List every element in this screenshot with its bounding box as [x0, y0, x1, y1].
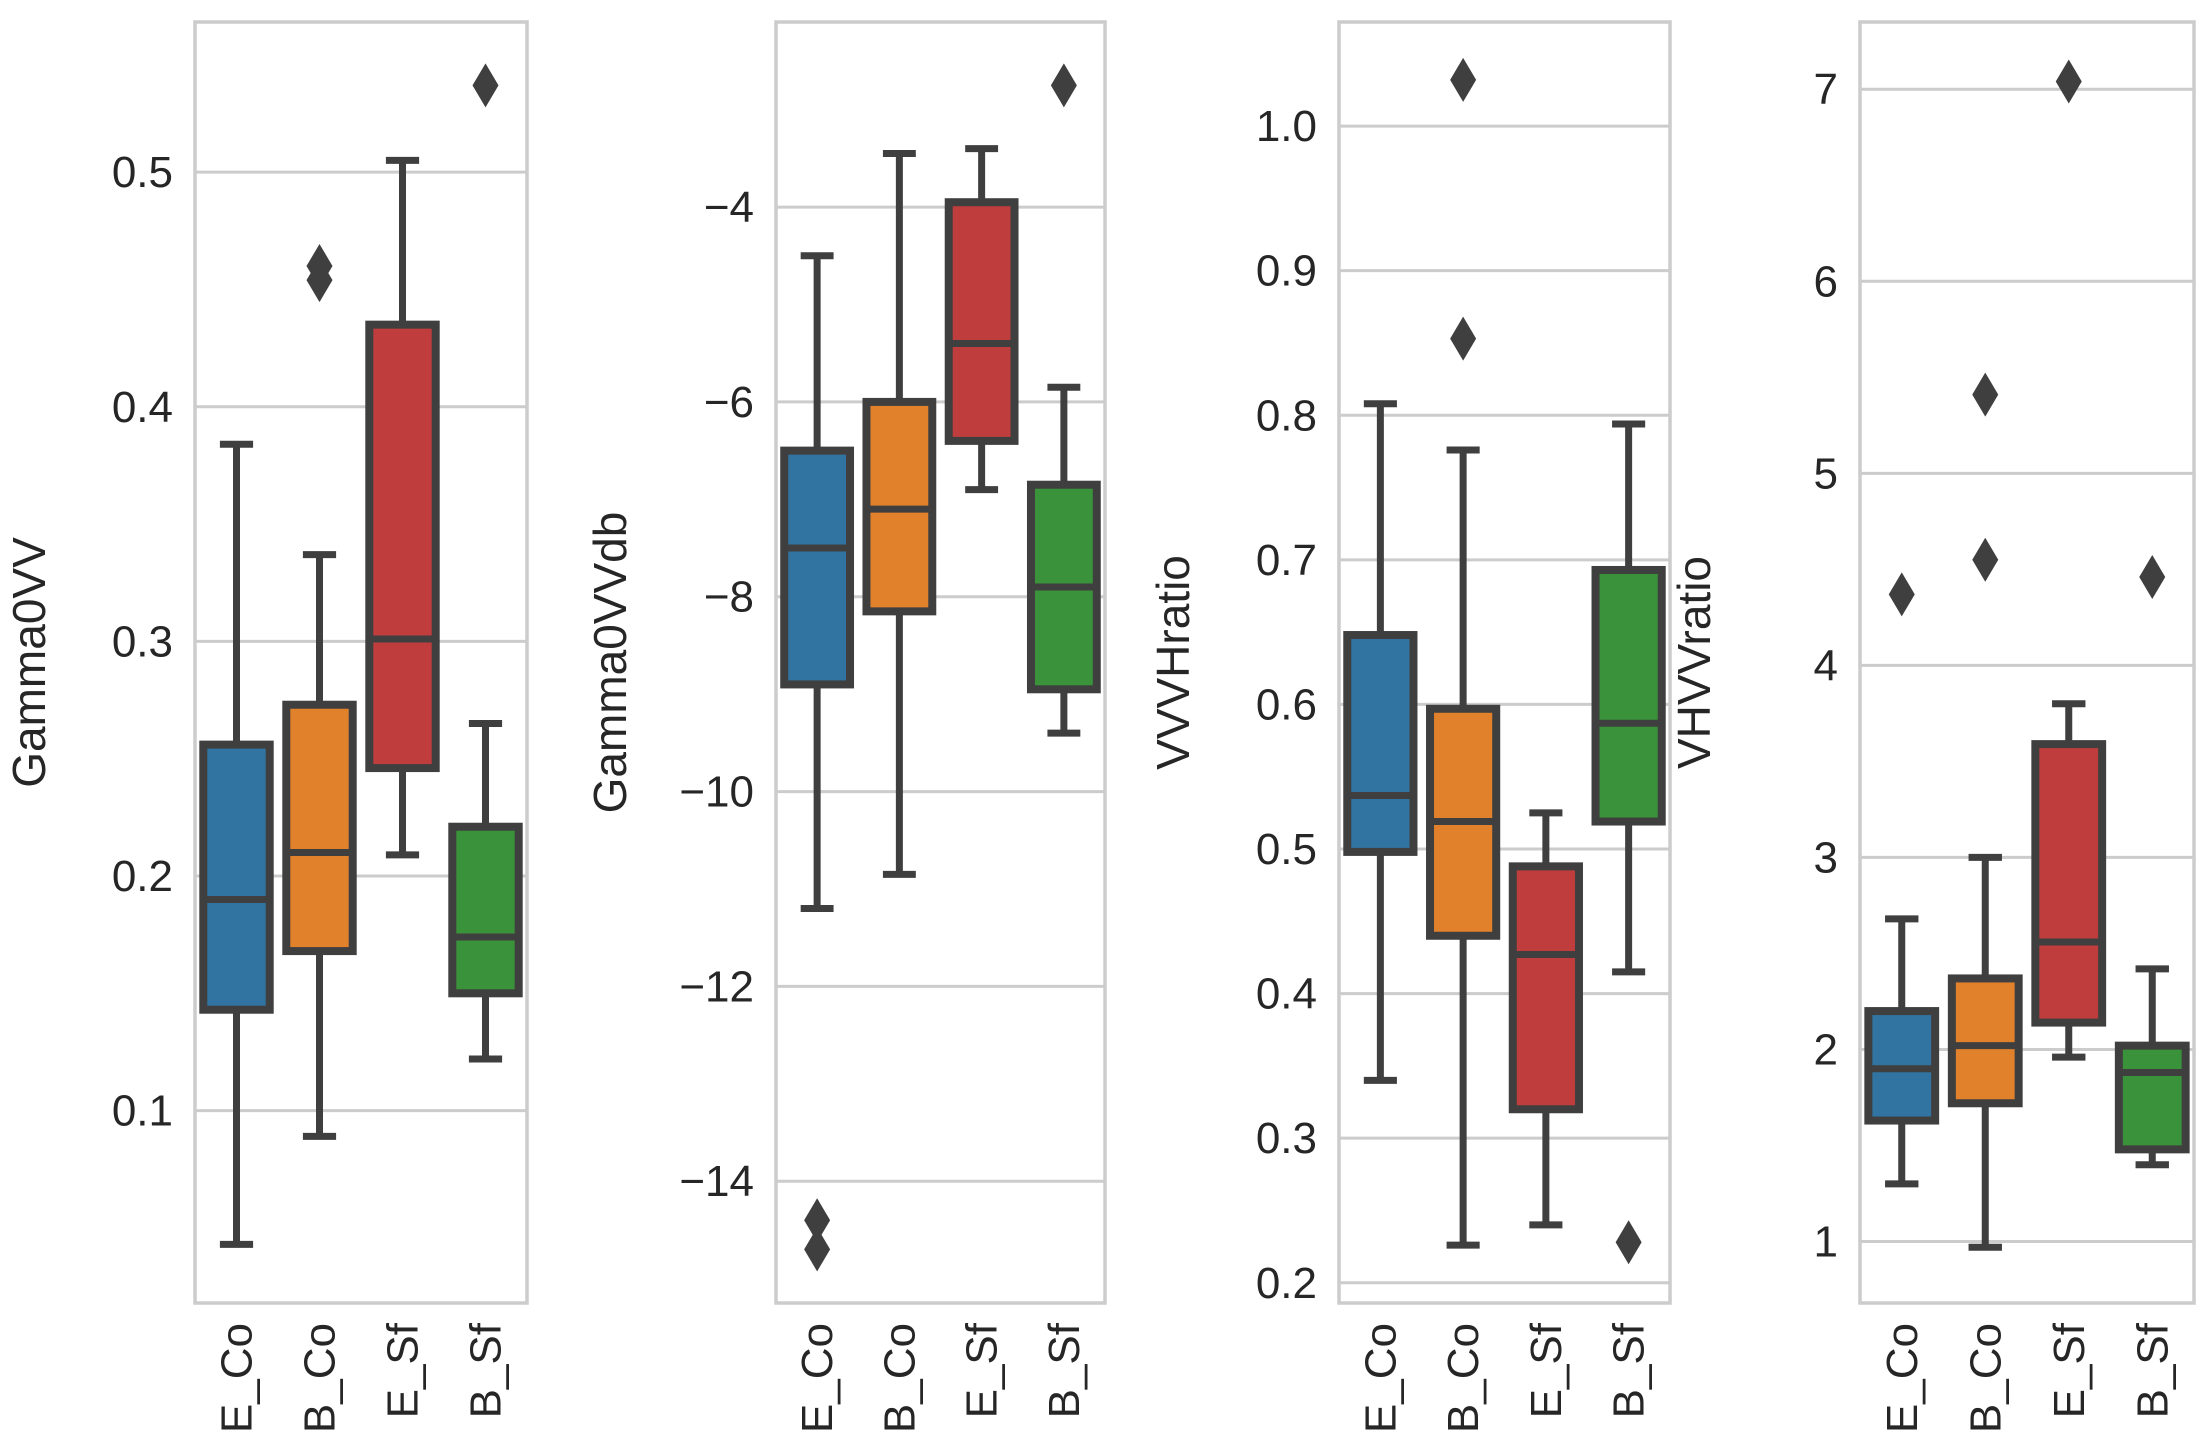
axes-frame — [774, 20, 1107, 1305]
box-b-co — [862, 150, 937, 878]
y-tick-label: 1 — [1814, 1218, 1838, 1267]
axes-frame — [1858, 20, 2196, 1305]
y-tick-label: 0.6 — [1256, 680, 1317, 729]
box-body — [944, 198, 1019, 445]
box-b-co — [1947, 372, 2023, 1251]
outlier-marker — [1450, 316, 1477, 361]
y-tick-label: 0.9 — [1256, 247, 1317, 296]
axes-frame — [1337, 20, 1672, 1305]
x-tick-label: E_Sf — [379, 1322, 428, 1418]
outlier-marker — [472, 63, 499, 108]
chart-panel-1: 0.1 0.2 0.3 0.4 0.5 Gamma0VV E_Co B_Co E_Sf B_Sf — [3, 20, 529, 1433]
outlier-marker — [1972, 372, 1999, 417]
y-tick-label: 0.2 — [112, 852, 173, 901]
outlier-marker — [804, 1227, 831, 1272]
y-tick-label: −8 — [704, 573, 754, 622]
box-e-sf — [944, 145, 1019, 494]
y-tick-label: −12 — [679, 962, 754, 1011]
y-axis-label: VHVVratio — [1668, 556, 1720, 769]
box-e-co — [780, 252, 855, 1272]
y-tick-label: 4 — [1814, 641, 1838, 690]
y-tick-label: 1.0 — [1256, 102, 1317, 151]
y-tick-label: −4 — [704, 183, 754, 232]
outlier-marker — [306, 244, 333, 288]
outlier-marker — [1615, 1220, 1642, 1265]
box-body — [365, 320, 440, 773]
x-tick-label: E_Sf — [2045, 1322, 2094, 1418]
y-tick-label: −10 — [679, 768, 754, 817]
x-tick-label: B_Co — [1961, 1323, 2010, 1433]
chart-panel-2: −14 −12 −10 −8 −6 −4 Gamma0VVdb E_Co B_Co E_Sf B_S… — [584, 20, 1107, 1433]
box-b-sf — [448, 63, 523, 1063]
y-tick-label: 2 — [1814, 1025, 1838, 1074]
box-b-sf — [1026, 63, 1101, 737]
y-tick-label: 0.3 — [112, 617, 173, 666]
box-body — [282, 700, 357, 956]
box-e-sf — [2031, 59, 2107, 1061]
outlier-marker — [1972, 537, 1999, 582]
x-tick-label: B_Sf — [462, 1322, 511, 1418]
box-body — [448, 822, 523, 998]
y-tick-label: 0.4 — [112, 383, 173, 432]
y-tick-label: 5 — [1814, 449, 1838, 498]
x-tick-label: B_Sf — [1040, 1322, 1089, 1418]
box-body — [2031, 740, 2107, 1027]
x-tick-label: E_Sf — [958, 1322, 1007, 1418]
box-body — [1947, 974, 2023, 1108]
y-tick-label: 7 — [1814, 65, 1838, 114]
box-body — [2114, 1041, 2190, 1154]
y-tick-label: 0.4 — [1256, 970, 1317, 1019]
x-tick-label: E_Co — [1356, 1323, 1405, 1433]
outlier-marker — [1050, 63, 1077, 108]
box-body — [199, 740, 274, 1014]
box-e-sf — [1508, 809, 1583, 1229]
y-axis-label: Gamma0VV — [3, 537, 55, 788]
y-tick-label: 0.5 — [112, 148, 173, 197]
box-b-sf — [1591, 420, 1666, 1265]
chart-panel-4: 1 2 3 4 5 6 7 VHVVratio E_Co B_Co E_Sf B_Sf — [1668, 20, 2196, 1433]
box-body — [1343, 631, 1418, 856]
y-axis-label: Gamma0VVdb — [584, 512, 636, 814]
box-body — [1508, 862, 1583, 1114]
x-tick-label: B_Co — [1439, 1323, 1488, 1433]
y-tick-label: 0.8 — [1256, 391, 1317, 440]
x-tick-label: E_Co — [1878, 1323, 1927, 1433]
axes-frame — [193, 20, 529, 1305]
box-body — [780, 446, 855, 689]
box-b-co — [1426, 57, 1501, 1249]
x-tick-label: E_Sf — [1522, 1322, 1571, 1418]
y-tick-label: 6 — [1814, 257, 1838, 306]
y-tick-label: −14 — [679, 1157, 754, 1206]
x-tick-label: E_Co — [793, 1323, 842, 1433]
box-body — [1591, 565, 1666, 826]
y-tick-label: 0.5 — [1256, 825, 1317, 874]
box-b-sf — [2114, 555, 2190, 1169]
outlier-marker — [1888, 572, 1915, 617]
box-e-co — [199, 440, 274, 1248]
x-tick-label: B_Co — [875, 1323, 924, 1433]
y-tick-label: 0.2 — [1256, 1259, 1317, 1308]
x-tick-label: B_Co — [296, 1323, 345, 1433]
outlier-marker — [1450, 57, 1477, 102]
x-tick-label: B_Sf — [1605, 1322, 1654, 1418]
x-tick-label: E_Co — [213, 1323, 262, 1433]
outlier-marker — [2055, 59, 2082, 104]
x-tick-label: B_Sf — [2128, 1322, 2177, 1418]
y-tick-label: 3 — [1814, 833, 1838, 882]
outlier-marker — [804, 1198, 831, 1243]
box-e-co — [1343, 400, 1418, 1084]
y-tick-label: −6 — [704, 378, 754, 427]
box-e-co — [1864, 572, 1940, 1188]
box-b-co — [282, 244, 357, 1140]
y-tick-label: 0.1 — [112, 1087, 173, 1136]
outlier-marker — [2139, 555, 2166, 600]
y-tick-label: 0.7 — [1256, 536, 1317, 585]
y-tick-label: 0.3 — [1256, 1114, 1317, 1163]
y-axis-label: VVVHratio — [1147, 555, 1199, 770]
box-e-sf — [365, 156, 440, 859]
chart-panel-3: 0.2 0.3 0.4 0.5 0.6 0.7 0.8 0.9 1.0 VVVHratio E_Co… — [1147, 20, 1672, 1433]
